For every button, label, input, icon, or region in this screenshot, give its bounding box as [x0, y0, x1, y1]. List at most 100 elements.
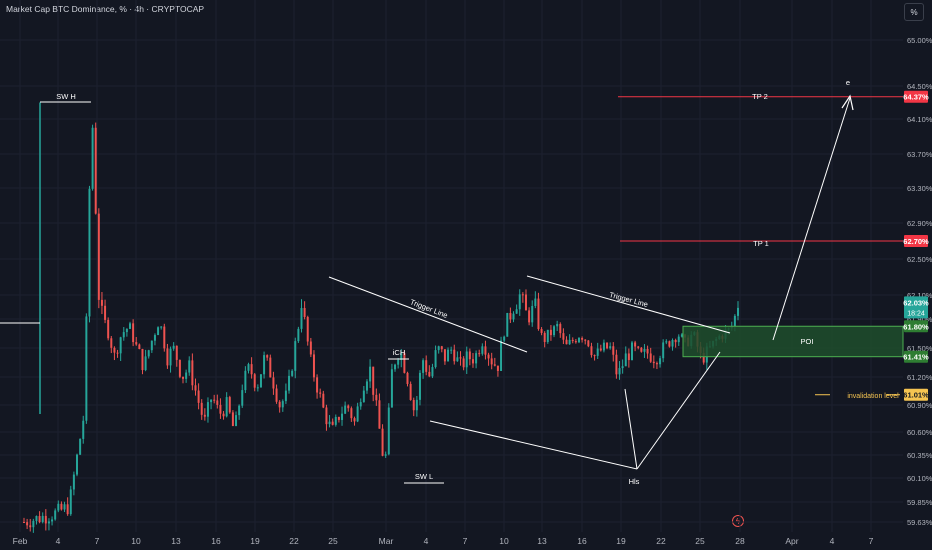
candle-body	[587, 340, 590, 347]
x-tick-label: 13	[171, 536, 181, 546]
candle-body	[91, 127, 94, 189]
current-price-label: 62.03%	[903, 298, 929, 307]
candle-body	[141, 349, 144, 371]
candle-body	[110, 338, 113, 348]
candle-body	[272, 377, 275, 389]
candle-body	[303, 308, 306, 317]
poi-zone	[682, 325, 904, 358]
candle-body	[512, 313, 515, 320]
candle-body	[275, 388, 278, 402]
candle-body	[331, 421, 334, 425]
candle-body	[365, 381, 368, 391]
candle-body	[621, 366, 624, 369]
candle-body	[649, 353, 652, 362]
candle-body	[447, 349, 450, 362]
y-tick-label: 62.90%	[907, 219, 932, 228]
candle-body	[428, 371, 431, 377]
candle-body	[263, 355, 266, 375]
candle-body	[733, 315, 736, 327]
candle-body	[387, 407, 390, 455]
candle-body	[618, 368, 621, 375]
lower-channel-line	[429, 420, 638, 470]
candle-body	[88, 188, 91, 317]
candle-body	[322, 393, 325, 408]
candle-body	[549, 329, 552, 336]
candle-body	[668, 341, 671, 347]
y-tick-label: 59.85%	[907, 498, 932, 507]
candle-body	[528, 310, 531, 323]
candle-body	[300, 308, 303, 329]
candle-body	[596, 348, 599, 356]
candle-body	[521, 294, 524, 296]
candle-body	[496, 365, 499, 371]
grid	[0, 0, 903, 532]
candle-body	[172, 345, 175, 349]
candle-body	[288, 375, 291, 391]
trigger-line-2	[526, 275, 731, 334]
candle-body	[518, 294, 521, 310]
x-tick-label: 19	[616, 536, 626, 546]
candle-body	[144, 356, 147, 371]
candle-body	[256, 387, 259, 389]
y-tick-label: 61.50%	[907, 344, 932, 353]
candle-body	[350, 408, 353, 419]
hls-line-right	[636, 351, 721, 470]
candle-body	[225, 397, 228, 417]
candle-body	[490, 358, 493, 365]
candle-body	[362, 390, 365, 403]
candle-body	[150, 340, 153, 351]
candle-body	[328, 421, 331, 425]
x-tick-label: Apr	[785, 536, 798, 546]
candle-body	[577, 337, 580, 343]
poi-bottom-price-tag-label: 61.41%	[903, 353, 929, 362]
candle-body	[213, 399, 216, 401]
candle-body	[412, 399, 415, 411]
candle-body	[471, 359, 474, 364]
x-tick-label: 16	[211, 536, 221, 546]
candle-body	[574, 341, 577, 343]
annotation-label: Hls	[629, 477, 640, 486]
candle-body	[319, 392, 322, 394]
candle-body	[568, 339, 571, 345]
candle-body	[652, 361, 655, 364]
candle-body	[47, 521, 50, 524]
candle-body	[188, 360, 191, 373]
tp1-price-tag-label: 62.70%	[903, 237, 929, 246]
candle-body	[599, 348, 602, 351]
candle-body	[241, 390, 244, 406]
candle-body	[250, 364, 253, 375]
candle-body	[23, 522, 25, 523]
percent-scale-button[interactable]: %	[904, 3, 924, 21]
candle-body	[235, 415, 238, 427]
candle-body	[493, 364, 496, 366]
candle-body	[627, 353, 630, 361]
poi-top-price-tag-label: 61.80%	[903, 322, 929, 331]
tp1-price-tag	[904, 235, 928, 247]
candle-body	[453, 349, 456, 362]
candle-body	[94, 127, 97, 214]
y-tick-label: 59.63%	[907, 518, 932, 527]
x-tick-label: 22	[656, 536, 666, 546]
hls-line-left	[624, 388, 638, 470]
candle-body	[465, 351, 468, 368]
y-tick-label: 63.70%	[907, 150, 932, 159]
candle-body	[66, 504, 69, 515]
candle-body	[85, 316, 88, 421]
candle-body	[506, 312, 509, 337]
candle-body	[253, 374, 256, 388]
candle-body	[372, 366, 375, 395]
candle-body	[138, 344, 141, 350]
candle-body	[475, 353, 478, 364]
candle-body	[503, 336, 506, 341]
candle-body	[97, 213, 100, 300]
candle-body	[397, 359, 400, 365]
candle-body	[309, 341, 312, 355]
candle-body	[531, 305, 534, 323]
candle-body	[450, 349, 453, 351]
candle-body	[163, 326, 166, 349]
candle-body	[443, 349, 446, 362]
candle-body	[415, 399, 418, 411]
candle-body	[231, 412, 234, 427]
candle-body	[612, 346, 615, 355]
